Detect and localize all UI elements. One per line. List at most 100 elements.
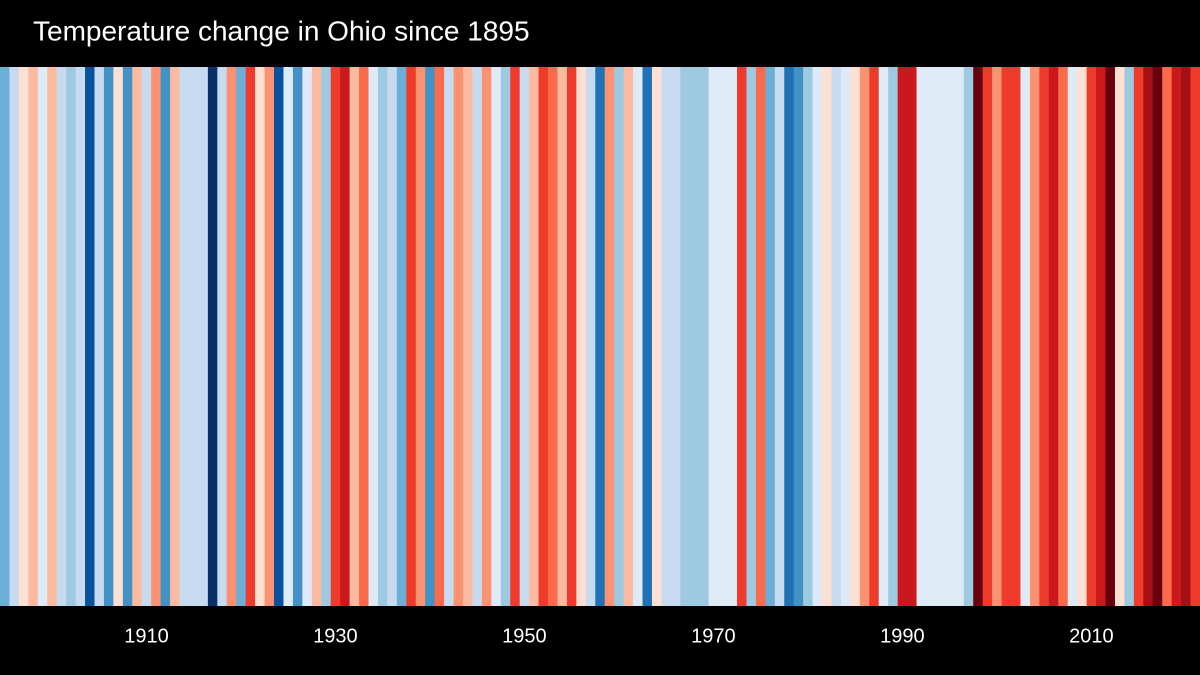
x-tick-label: 1970 <box>691 625 736 647</box>
stripe <box>595 67 606 606</box>
stripe <box>415 67 426 606</box>
stripe <box>689 67 700 606</box>
stripe <box>434 67 445 606</box>
stripe <box>425 67 436 606</box>
stripe <box>377 67 388 606</box>
stripe <box>557 67 568 606</box>
stripe <box>217 67 228 606</box>
stripe <box>292 67 303 606</box>
stripe <box>1029 67 1040 606</box>
stripe <box>774 67 785 606</box>
stripe <box>85 67 95 606</box>
x-tick-label: 1950 <box>502 625 547 647</box>
chart-title: Temperature change in Ohio since 1895 <box>33 15 530 46</box>
stripe <box>992 67 1003 606</box>
stripe <box>103 67 114 606</box>
stripe <box>1114 67 1125 606</box>
stripe <box>0 67 10 606</box>
stripe <box>822 67 832 606</box>
stripe <box>1181 67 1192 606</box>
stripe <box>274 67 284 606</box>
stripe <box>907 67 918 606</box>
stripe <box>623 67 634 606</box>
stripe <box>406 67 417 606</box>
stripe <box>500 67 511 606</box>
stripe <box>954 67 965 606</box>
stripe <box>1039 67 1050 606</box>
stripe <box>245 67 256 606</box>
x-tick-label: 1930 <box>313 625 358 647</box>
stripe <box>1124 67 1135 606</box>
stripe <box>207 67 218 606</box>
stripe <box>519 67 530 606</box>
x-tick-label: 1990 <box>880 625 925 647</box>
stripe <box>888 67 899 606</box>
stripe <box>1096 67 1107 606</box>
stripe <box>916 67 927 606</box>
stripe <box>784 67 795 606</box>
stripe <box>160 67 171 606</box>
stripe <box>236 67 247 606</box>
stripe <box>444 67 455 606</box>
stripe <box>1001 67 1012 606</box>
stripe <box>1162 67 1173 606</box>
stripe <box>396 67 407 606</box>
stripe <box>765 67 776 606</box>
stripe <box>170 67 181 606</box>
stripe <box>840 67 851 606</box>
stripe <box>198 67 209 606</box>
stripe <box>1048 67 1059 606</box>
stripe <box>529 67 540 606</box>
stripe <box>727 67 738 606</box>
stripe <box>47 67 58 606</box>
stripe <box>1133 67 1144 606</box>
stripe <box>642 67 653 606</box>
stripe <box>330 67 341 606</box>
stripe <box>585 67 596 606</box>
stripe <box>680 67 691 606</box>
stripe <box>935 67 946 606</box>
stripe <box>944 67 955 606</box>
stripe <box>151 67 162 606</box>
stripe <box>510 67 521 606</box>
stripe <box>614 67 625 606</box>
stripe <box>661 67 672 606</box>
stripe <box>878 67 889 606</box>
stripe <box>472 67 483 606</box>
stripe <box>548 67 558 606</box>
stripe <box>453 67 464 606</box>
stripe <box>132 67 143 606</box>
stripe <box>651 67 662 606</box>
stripe <box>1105 67 1116 606</box>
stripe <box>368 67 379 606</box>
stripe <box>1143 67 1154 606</box>
stripe <box>321 67 332 606</box>
stripe <box>1067 67 1078 606</box>
stripe <box>255 67 266 606</box>
stripe <box>9 67 20 606</box>
stripe <box>28 67 39 606</box>
stripe <box>982 67 993 606</box>
stripe <box>566 67 577 606</box>
stripe <box>188 67 199 606</box>
stripe <box>803 67 814 606</box>
stripe <box>141 67 152 606</box>
stripe <box>755 67 766 606</box>
stripe <box>897 67 908 606</box>
stripe <box>481 67 492 606</box>
stripe <box>925 67 936 606</box>
stripe <box>746 67 757 606</box>
stripe <box>973 67 984 606</box>
stripe <box>75 67 86 606</box>
stripe <box>1058 67 1069 606</box>
stripe <box>1077 67 1088 606</box>
stripe <box>18 67 29 606</box>
stripe <box>1011 67 1021 606</box>
stripe <box>859 67 870 606</box>
stripe <box>56 67 67 606</box>
stripe <box>1086 67 1097 606</box>
stripe <box>850 67 861 606</box>
stripe <box>226 67 237 606</box>
stripe <box>491 67 502 606</box>
